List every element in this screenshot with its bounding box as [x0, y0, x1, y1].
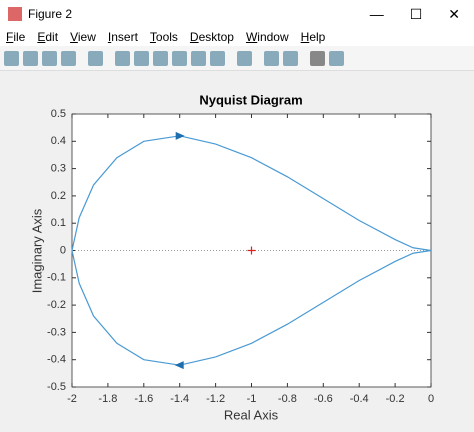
y-tick-label: -0.3: [47, 326, 66, 338]
tool-button[interactable]: [283, 50, 298, 66]
tool-button[interactable]: [61, 50, 76, 66]
tool-button[interactable]: [4, 50, 19, 66]
window-title: Figure 2: [28, 7, 73, 21]
tool-button[interactable]: [88, 50, 103, 66]
tool-button[interactable]: [310, 50, 325, 66]
y-tick-label: 0.4: [51, 135, 66, 147]
toolbar: [0, 46, 474, 71]
x-tick-label: -1: [247, 393, 257, 405]
tool-button[interactable]: [42, 50, 57, 66]
tool-button[interactable]: [210, 50, 225, 66]
x-tick-label: -0.4: [350, 393, 369, 405]
y-tick-label: -0.2: [47, 299, 66, 311]
y-tick-label: -0.5: [47, 381, 66, 393]
tool-button[interactable]: [23, 50, 38, 66]
x-tick-label: -0.2: [386, 393, 405, 405]
tool-button[interactable]: [191, 50, 206, 66]
y-axis-label: Imaginary Axis: [29, 208, 44, 293]
minimize-button[interactable]: —: [369, 5, 384, 22]
tool-button[interactable]: [329, 50, 344, 66]
x-tick-label: -0.8: [278, 393, 297, 405]
app-icon: [8, 7, 22, 21]
chart-title: Nyquist Diagram: [199, 92, 302, 107]
x-tick-label: -0.6: [314, 393, 333, 405]
y-tick-label: 0: [60, 244, 66, 256]
menu-item[interactable]: Edit: [37, 30, 59, 44]
tool-button[interactable]: [237, 50, 252, 66]
x-tick-label: -2: [67, 393, 77, 405]
menu-item[interactable]: Insert: [107, 30, 138, 44]
x-tick-label: -1.8: [98, 393, 117, 405]
nyquist-curve: [71, 135, 432, 366]
x-tick-label: -1.2: [206, 393, 225, 405]
y-tick-label: 0.5: [51, 108, 66, 120]
menu-item[interactable]: File: [6, 30, 26, 44]
chart: Nyquist Diagram Real Axis Imaginary Axis…: [29, 92, 434, 422]
tool-button[interactable]: [172, 50, 187, 66]
y-tick-label: 0.3: [51, 163, 66, 175]
tool-button[interactable]: [153, 50, 168, 66]
title-bar: Figure 2 — ☐ ✕: [0, 0, 474, 28]
menu-item[interactable]: Help: [300, 30, 326, 44]
tool-button[interactable]: [115, 50, 130, 66]
close-button[interactable]: ✕: [448, 5, 460, 22]
x-axis-label: Real Axis: [224, 407, 279, 422]
y-tick-label: 0.2: [51, 190, 66, 202]
menu-item[interactable]: Desktop: [189, 30, 234, 44]
y-tick-label: -0.4: [47, 354, 66, 366]
direction-arrow: [175, 131, 185, 140]
critical-point: [247, 246, 256, 255]
tool-button[interactable]: [134, 50, 149, 66]
direction-arrow: [174, 361, 184, 370]
maximize-button[interactable]: ☐: [409, 5, 423, 22]
menu-bar: File Edit View Insert Tools Desktop Window Help: [0, 28, 474, 46]
x-tick-label: 0: [428, 393, 434, 405]
y-tick-label: -0.1: [47, 272, 66, 284]
menu-item[interactable]: Window: [245, 30, 289, 44]
menu-item[interactable]: View: [70, 30, 96, 44]
x-tick-label: -1.6: [134, 393, 153, 405]
menu-item[interactable]: Tools: [149, 30, 178, 44]
y-tick-label: 0.1: [51, 217, 66, 229]
x-tick-label: -1.4: [170, 393, 189, 405]
tool-button[interactable]: [264, 50, 279, 66]
